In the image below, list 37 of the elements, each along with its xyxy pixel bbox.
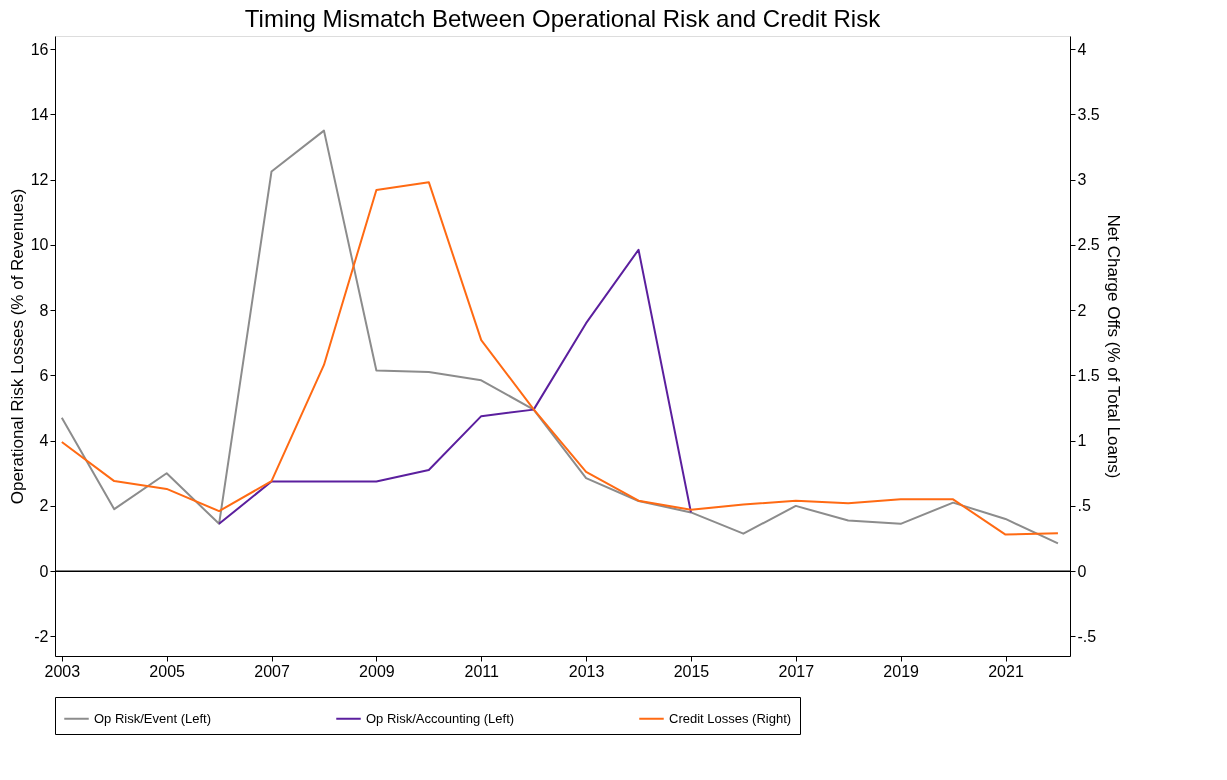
legend-label: Op Risk/Accounting (Left) <box>366 710 515 726</box>
y2-tick-label: 4 <box>1077 40 1087 58</box>
x-tick-label: 2005 <box>149 662 186 680</box>
x-tick-label: 2015 <box>673 662 710 680</box>
x-tick-label: 2009 <box>359 662 395 680</box>
y-tick-label: 8 <box>39 301 49 319</box>
x-tick-label: 2011 <box>464 662 500 680</box>
y-tick-label: 2 <box>39 497 49 515</box>
y-tick-label: 10 <box>30 236 49 254</box>
y2-tick-label: 2.5 <box>1077 236 1100 254</box>
y2-axis-title: Net Charge Offs (% of Total Loans) <box>1103 214 1123 479</box>
x-tick-label: 2013 <box>568 662 605 680</box>
y2-tick-label: 2 <box>1077 301 1087 319</box>
legend-label: Credit Losses (Right) <box>669 710 792 726</box>
y2-tick-label: .5 <box>1077 497 1091 515</box>
y2-tick-label: 0 <box>1077 562 1087 580</box>
x-tick-label: 2017 <box>778 662 815 680</box>
chart-title: Timing Mismatch Between Operational Risk and Credit Risk <box>244 5 882 32</box>
y-tick-label: 14 <box>30 105 49 123</box>
y-axis-title: Operational Risk Losses (% of Revenues) <box>7 188 27 505</box>
y2-tick-label: 1.5 <box>1077 366 1100 384</box>
x-tick-label: 2019 <box>883 662 920 680</box>
y-tick-label: 6 <box>39 366 49 384</box>
x-tick-label: 2007 <box>254 662 290 680</box>
x-tick-label: 2021 <box>988 662 1024 680</box>
y-tick-label: -2 <box>34 627 49 645</box>
y2-tick-label: 1 <box>1077 432 1087 450</box>
y2-tick-label: 3 <box>1077 171 1087 189</box>
y-tick-label: 12 <box>30 171 49 189</box>
y-tick-label: 16 <box>30 40 49 58</box>
line-series <box>218 248 692 525</box>
y-tick-label: 4 <box>39 432 49 450</box>
y-tick-label: 0 <box>39 562 49 580</box>
x-tick-label: 2003 <box>44 662 81 680</box>
y2-tick-label: 3.5 <box>1077 105 1100 123</box>
legend-label: Op Risk/Event (Left) <box>94 710 212 726</box>
y2-tick-label: -.5 <box>1077 627 1097 645</box>
